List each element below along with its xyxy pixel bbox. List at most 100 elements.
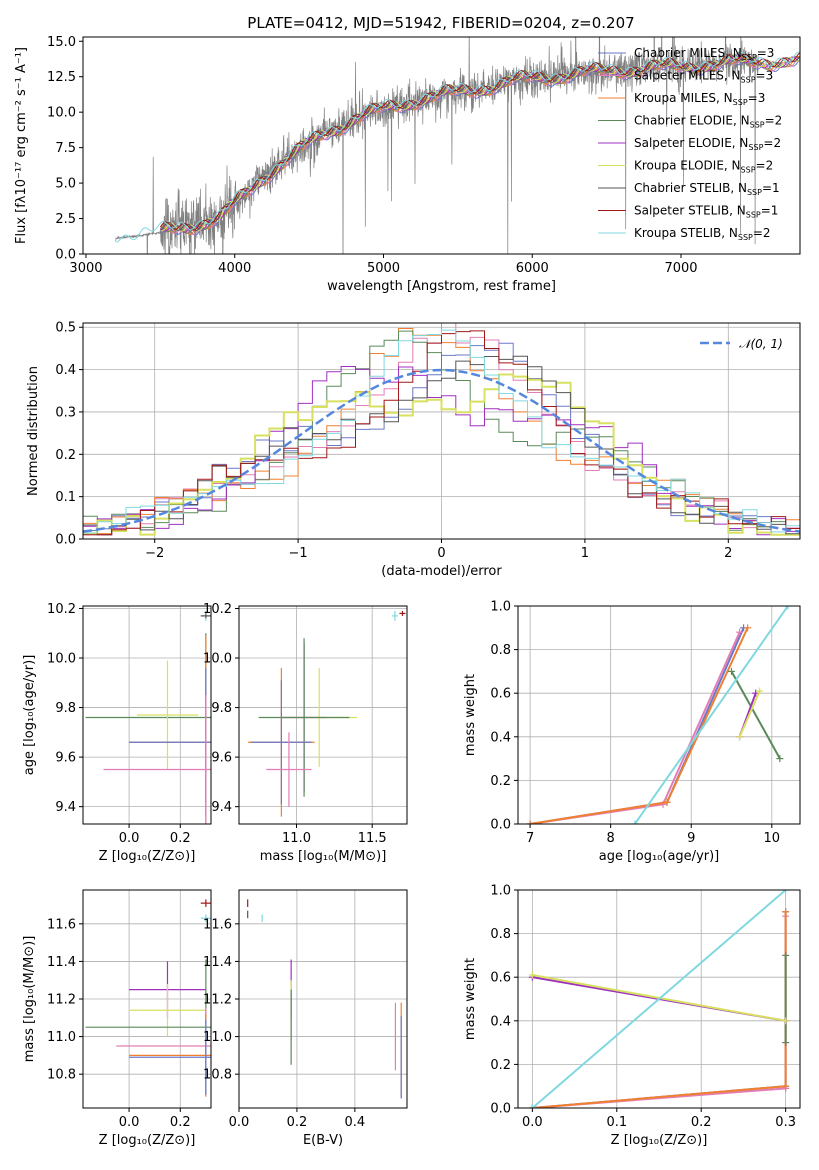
panel-weight_vs_Z: 0.0 0.1 0.2 0.3 0.0 0.2 0.4 0.6 0.8 1.0 Z [log₁₀(Z… xyxy=(463,884,801,1148)
x-tick-label: 10 xyxy=(764,831,781,846)
y-tick-label: 11.0 xyxy=(47,1030,76,1045)
y-tick-label: 0.5 xyxy=(55,321,76,336)
plus-marker xyxy=(782,1082,790,1090)
y-tick-label: 0.1 xyxy=(55,490,76,505)
y-tick-label: 9.4 xyxy=(55,800,76,815)
y-tick-label: 0.6 xyxy=(490,687,511,702)
plus-marker xyxy=(782,908,790,916)
y-tick-label: 5.0 xyxy=(55,177,76,192)
errorbar-salpeter-stelib xyxy=(200,899,211,907)
y-tick-label: 10.2 xyxy=(203,602,232,617)
normal-curve-line xyxy=(83,368,800,533)
y-tick-label: 9.6 xyxy=(211,751,232,766)
plot-area xyxy=(247,899,402,1099)
y-tick-label: 10.8 xyxy=(203,1068,232,1083)
y-axis-label: mass [log₁₀(M/M⊙)] xyxy=(22,936,37,1063)
errorbar-kroupa-elodie xyxy=(129,983,206,1037)
plus-marker xyxy=(782,1039,790,1047)
plus-marker xyxy=(528,971,536,979)
y-tick-label: 11.4 xyxy=(203,955,232,970)
legend-label: Salpeter MILES, NSSP=3 xyxy=(634,69,773,85)
plus-marker xyxy=(728,667,736,675)
x-axis-label: wavelength [Angstrom, rest frame] xyxy=(327,279,556,294)
y-axis-label: Flux [fλ10⁻¹⁷ erg cm⁻² s⁻¹ A⁻¹] xyxy=(14,47,29,244)
y-tick-label: 9.6 xyxy=(55,751,76,766)
plus-marker xyxy=(744,624,752,632)
histogram-chabrier-stelib xyxy=(83,355,800,536)
x-tick-label: 0.0 xyxy=(229,1115,250,1130)
y-tick-label: 11.2 xyxy=(203,993,232,1008)
plus-marker xyxy=(782,890,790,894)
errorbar-kroupa-stelib xyxy=(200,914,211,922)
panel-spectrum: 3000 4000 5000 6000 7000 0.0 2.5 5.0 7.5 10.0 12.5… xyxy=(14,35,801,294)
y-axis-label: mass weight xyxy=(463,958,478,1040)
y-tick-label: 0.3 xyxy=(55,405,76,420)
axes-frame xyxy=(82,36,801,255)
x-tick-label: 0.2 xyxy=(170,1115,191,1130)
plot-area xyxy=(528,890,790,1108)
x-tick-label: 3000 xyxy=(69,261,102,276)
y-tick-label: 10.0 xyxy=(47,652,76,667)
x-axis-label: Z [log₁₀(Z/Z⊙)] xyxy=(611,1133,708,1148)
x-tick-label: 11.5 xyxy=(358,831,387,846)
y-axis-label: mass weight xyxy=(463,674,478,756)
x-tick-label: 0.0 xyxy=(522,1115,543,1130)
errorbar-salpeter-miles xyxy=(103,695,211,824)
x-tick-label: 2 xyxy=(724,546,732,561)
panel-mass_vs_ebv: 0.0 0.2 0.4 10.8 11.0 11.2 11.4 11.6 E(B-V) xyxy=(203,889,408,1148)
y-tick-label: 15.0 xyxy=(47,35,76,50)
legend-label: 𝒩(0, 1) xyxy=(739,337,783,351)
x-tick-label: 0.2 xyxy=(170,831,191,846)
y-tick-label: 11.4 xyxy=(47,955,76,970)
legend-label: Salpeter ELODIE, NSSP=2 xyxy=(634,136,781,152)
errorbar-kroupa-elodie xyxy=(136,660,199,770)
x-tick-label: 0.2 xyxy=(287,1115,308,1130)
weight-line-kroupa-stelib xyxy=(633,606,789,824)
weight-line-chabrier-miles xyxy=(532,911,787,1108)
weight-line-salpeter-miles xyxy=(529,631,741,824)
y-tick-label: 1.0 xyxy=(490,600,511,615)
y-tick-label: 11.0 xyxy=(203,1030,232,1045)
y-tick-label: 1.0 xyxy=(490,884,511,899)
y-tick-label: 0.0 xyxy=(490,1102,511,1117)
legend-label: Chabrier STELIB, NSSP=1 xyxy=(634,181,780,197)
y-tick-label: 10.8 xyxy=(47,1068,76,1083)
plot-area xyxy=(248,610,406,817)
plus-marker xyxy=(784,606,792,610)
x-tick-label: 0 xyxy=(437,546,445,561)
y-tick-label: 0.4 xyxy=(490,730,511,745)
legend-label: Kroupa ELODIE, NSSP=2 xyxy=(634,159,773,175)
x-tick-label: 7000 xyxy=(664,261,697,276)
weight-line-kroupa-stelib xyxy=(531,890,787,1108)
panel-mass_vs_Z: 0.0 0.2 10.8 11.0 11.2 11.4 11.6 Z [log₁₀(Z/Z⊙)… xyxy=(22,889,212,1148)
errorbar-chabrier-miles xyxy=(251,680,312,805)
histogram-chabrier-elodie xyxy=(83,330,800,536)
errorbar-chabrier-elodie xyxy=(258,638,350,797)
y-tick-label: 12.5 xyxy=(47,70,76,85)
x-axis-label: E(B-V) xyxy=(303,1133,343,1148)
x-axis-label: mass [log₁₀(M/M⊙)] xyxy=(260,849,387,864)
plus-marker xyxy=(736,733,744,741)
axes-frame xyxy=(517,605,801,825)
plus-marker xyxy=(782,1017,790,1025)
x-tick-label: 1 xyxy=(581,546,589,561)
x-axis-label: (data-model)/error xyxy=(381,564,502,579)
panel-age_vs_Z: 0.0 0.2 9.4 9.6 9.8 10.0 10.2 Z [log₁₀(Z/Z⊙)] ag… xyxy=(22,602,212,864)
panel-weight_vs_age: 7 8 9 10 0.0 0.2 0.4 0.6 0.8 1.0 age [log₁₀(age/yr… xyxy=(463,600,801,864)
x-tick-label: 7 xyxy=(526,831,534,846)
y-tick-label: 0.2 xyxy=(490,1058,511,1073)
panel-residuals: −2 −1 0 1 2 0.0 0.1 0.2 0.3 0.4 0.5 (data-model)/er… xyxy=(26,321,801,579)
x-axis-label: Z [log₁₀(Z/Z⊙)] xyxy=(99,1133,196,1148)
errorbar-kroupa-stelib xyxy=(391,610,398,621)
x-tick-label: 9 xyxy=(687,831,695,846)
legend: 𝒩(0, 1) xyxy=(700,337,783,351)
x-tick-label: 5000 xyxy=(367,261,400,276)
y-tick-label: 11.2 xyxy=(47,993,76,1008)
plot-area xyxy=(526,606,792,824)
x-tick-label: 11.0 xyxy=(282,831,311,846)
model-line-kroupa-stelib xyxy=(115,51,800,243)
axes-frame xyxy=(238,889,408,1109)
y-tick-label: 0.4 xyxy=(490,1014,511,1029)
histogram-kroupa-stelib xyxy=(83,329,800,534)
